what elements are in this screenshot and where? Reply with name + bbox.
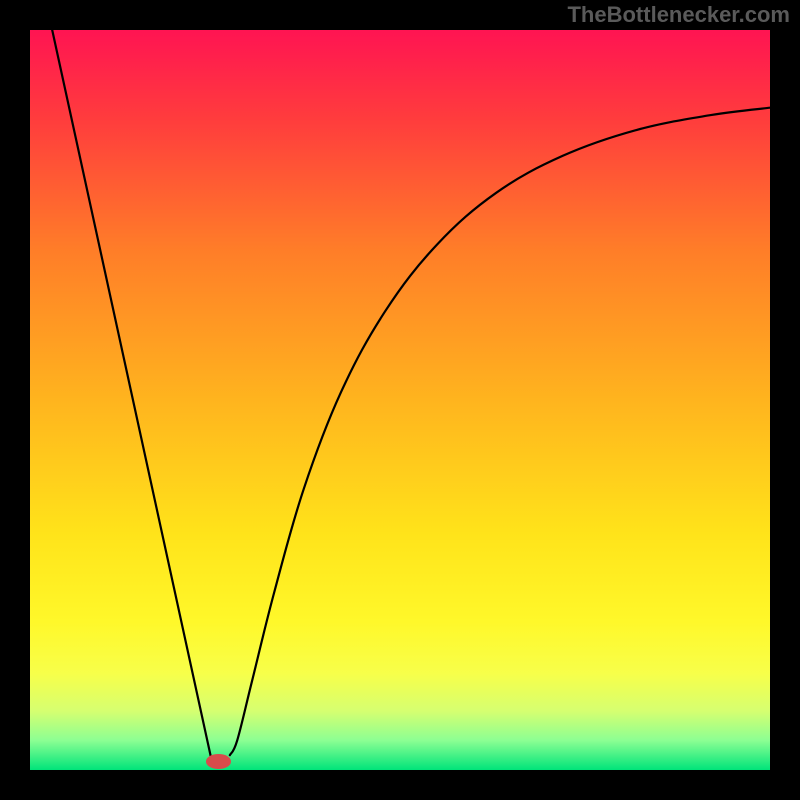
minimum-marker [206, 754, 231, 769]
chart-container: { "attribution": { "text": "TheBottlenec… [0, 0, 800, 800]
attribution-text: TheBottlenecker.com [567, 2, 790, 28]
curve-svg [30, 30, 770, 770]
plot-area [30, 30, 770, 770]
